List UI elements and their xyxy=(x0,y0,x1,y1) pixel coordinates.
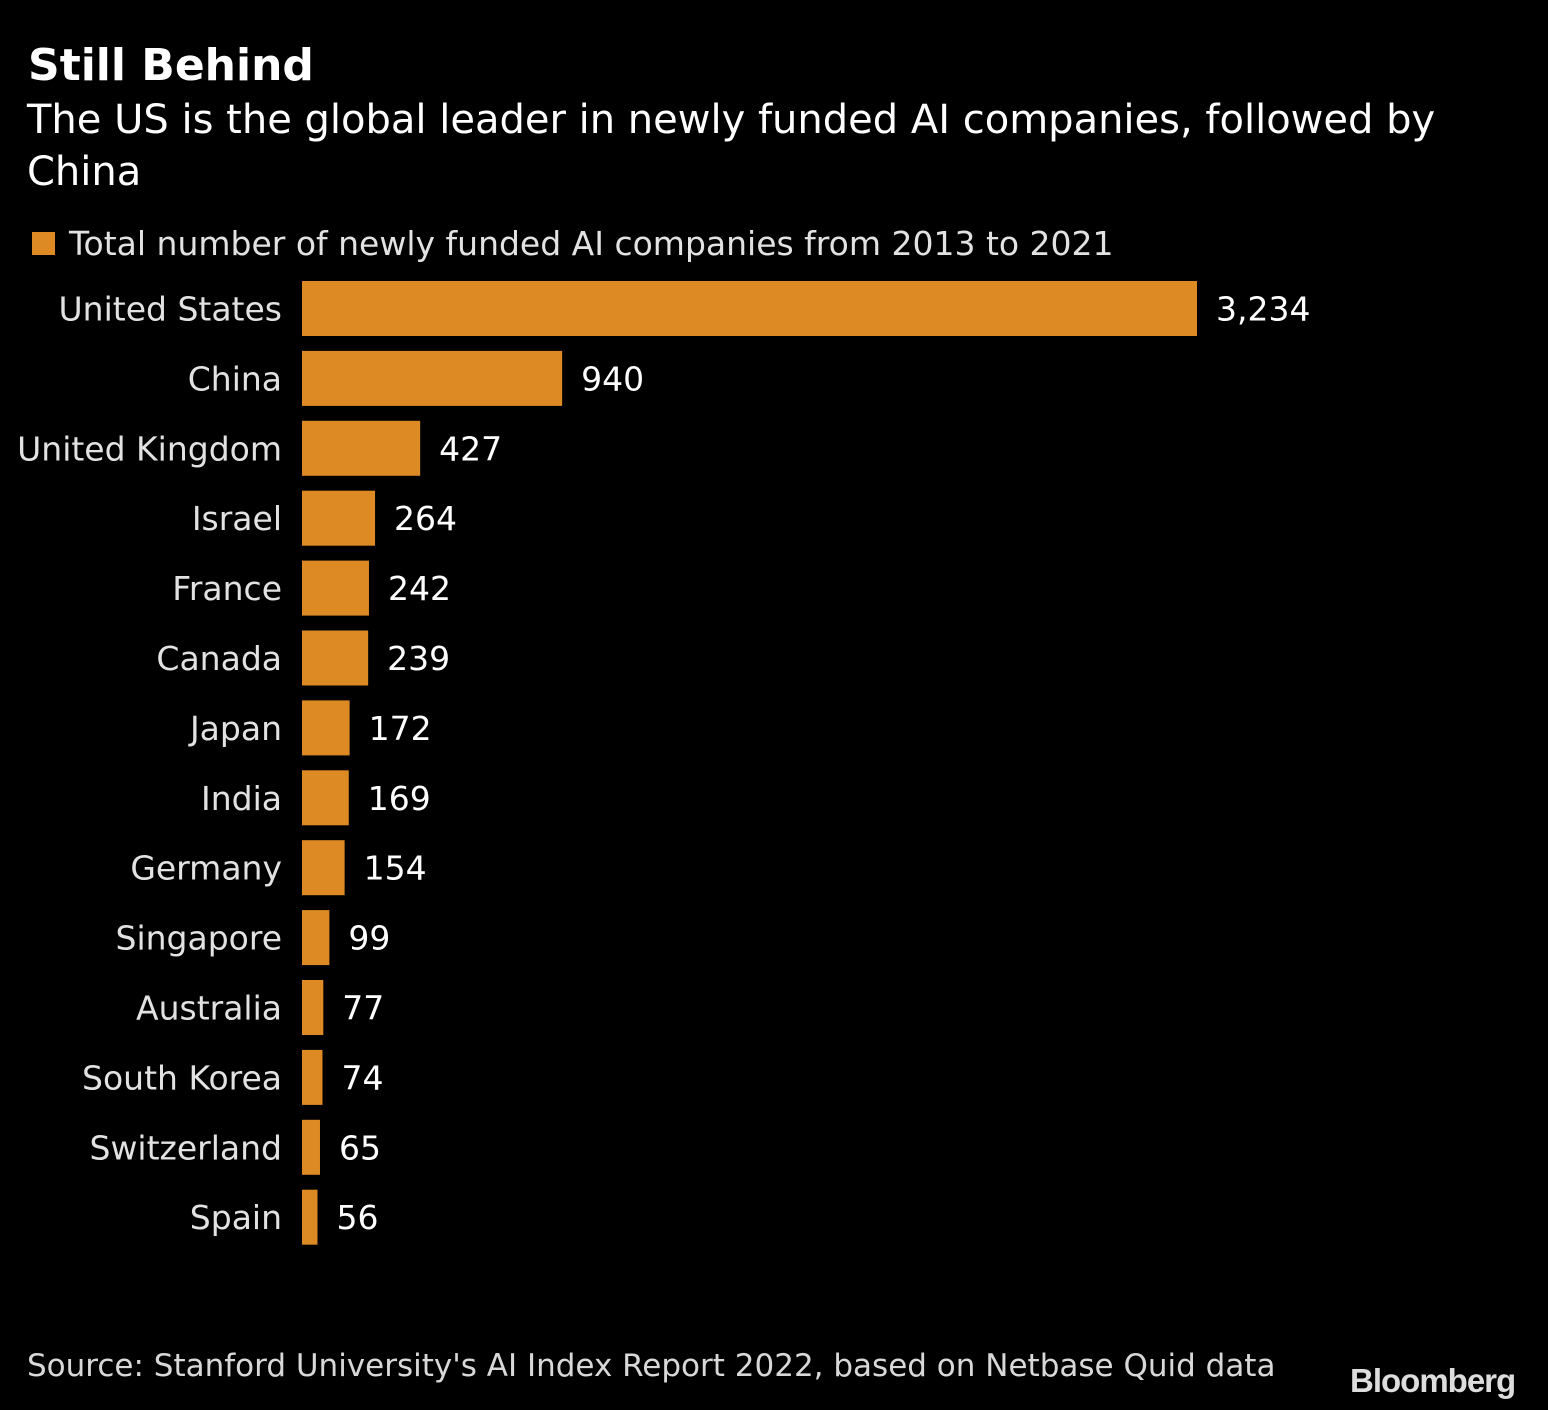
value-label: 99 xyxy=(348,919,390,958)
bar xyxy=(302,980,324,1035)
bar xyxy=(302,560,369,616)
value-label: 169 xyxy=(368,779,431,818)
category-label: India xyxy=(201,779,282,818)
legend: Total number of newly funded AI companie… xyxy=(32,224,1114,263)
value-label: 154 xyxy=(364,849,427,888)
value-label: 940 xyxy=(581,359,644,398)
bar xyxy=(302,630,369,686)
chart-subtitle: The US is the global leader in newly fun… xyxy=(27,97,1436,195)
category-label: United States xyxy=(59,290,282,329)
bar xyxy=(302,281,1197,336)
chart-title: Still Behind xyxy=(28,40,314,91)
value-label: 74 xyxy=(341,1058,383,1097)
value-label: 3,234 xyxy=(1216,290,1310,329)
category-label: South Korea xyxy=(82,1058,282,1097)
category-label: United Kingdom xyxy=(17,429,282,468)
category-label: Canada xyxy=(156,639,282,678)
value-label: 239 xyxy=(387,639,450,678)
value-label: 65 xyxy=(339,1128,381,1167)
value-label: 172 xyxy=(369,709,432,748)
legend-swatch xyxy=(32,232,55,255)
category-label: Australia xyxy=(136,989,282,1028)
value-label: 264 xyxy=(394,499,457,538)
category-label: Singapore xyxy=(116,919,282,958)
bar-chart: United States 3,234 China 940 United Kingdom… xyxy=(17,281,1310,1245)
bar xyxy=(302,910,330,966)
bar xyxy=(302,700,350,756)
bloomberg-logo: Bloomberg xyxy=(1350,1362,1516,1399)
value-label: 427 xyxy=(439,429,502,468)
bar xyxy=(302,420,421,476)
category-label: Japan xyxy=(188,709,282,748)
category-label: Israel xyxy=(192,499,282,538)
bar xyxy=(302,1049,323,1105)
bar xyxy=(302,490,376,546)
value-label: 77 xyxy=(342,989,384,1028)
bar xyxy=(302,1189,318,1245)
value-label: 56 xyxy=(336,1198,378,1237)
value-label: 242 xyxy=(388,569,451,608)
category-label: Switzerland xyxy=(90,1128,283,1167)
legend-label: Total number of newly funded AI companie… xyxy=(69,224,1114,263)
bar xyxy=(302,1119,320,1175)
category-label: Germany xyxy=(130,849,282,888)
category-label: France xyxy=(172,569,282,608)
bar xyxy=(302,840,345,896)
category-label: China xyxy=(188,359,282,398)
category-label: Spain xyxy=(190,1198,282,1237)
source-note: Source: Stanford University's AI Index R… xyxy=(27,1348,1276,1384)
bar xyxy=(302,770,349,826)
bar xyxy=(302,350,563,406)
